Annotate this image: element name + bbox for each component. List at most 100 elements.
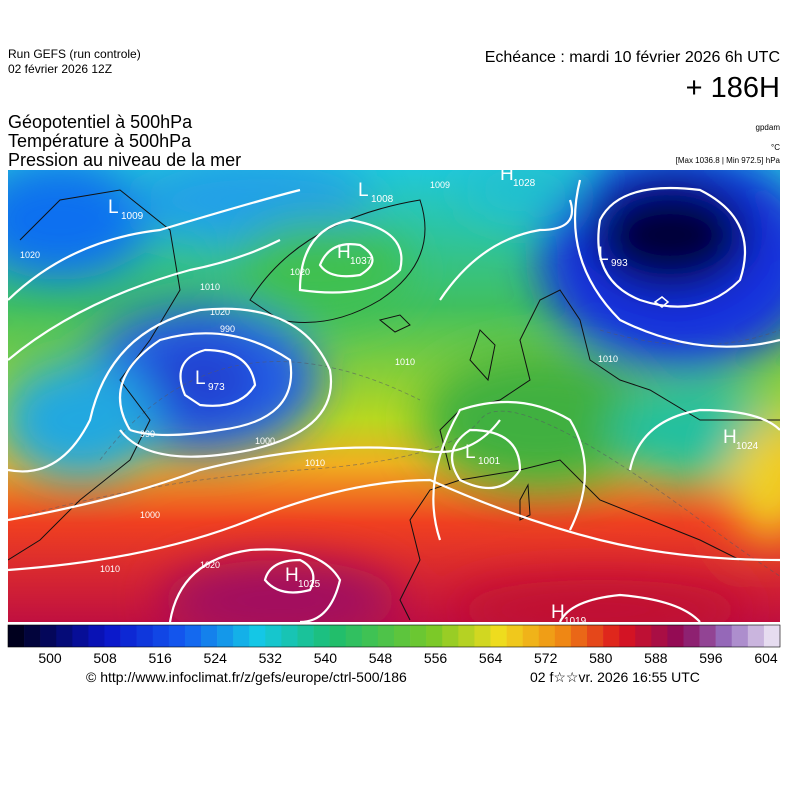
run-date: 02 février 2026 12Z [8,62,112,76]
scale-label: 548 [369,650,393,666]
swatch [667,625,684,647]
swatch [442,625,459,647]
scale-label: 516 [148,650,172,666]
pressure-value: 1037 [350,256,373,267]
pressure-value: 1028 [513,178,536,189]
pressure-center: H [723,427,737,448]
pressure-value: 1001 [478,456,501,467]
swatch [265,625,282,647]
scale-label: 556 [424,650,448,666]
title: Géopotentiel à 500hPa [8,112,193,132]
isobar-label: 1010 [598,354,618,364]
scale-label: 572 [534,650,558,666]
swatch [8,625,25,647]
swatch [345,625,363,647]
scale-label: 604 [754,650,778,666]
pressure-center: H [285,565,299,586]
isobar-label: 1000 [140,510,160,520]
isobar-label: 1020 [20,250,40,260]
pressure-center: L [358,180,369,201]
swatch [474,625,491,647]
isobar-label: 1020 [290,267,310,277]
pressure-value: 1019 [564,616,587,627]
map [8,170,780,622]
pressure-center: L [465,442,476,463]
swatch [297,625,314,647]
isobar-label: 1010 [200,282,220,292]
swatch [152,625,170,647]
swatch [72,625,89,647]
swatch [281,625,298,647]
pressure-center: L [598,244,609,265]
swatch [635,625,652,647]
pressure-value: 1025 [298,579,321,590]
swatch [619,625,636,647]
scale-label: 580 [589,650,613,666]
swatch [587,625,604,647]
swatch [538,625,556,647]
isobar-label: 1020 [210,307,230,317]
pressure-value: 973 [208,382,225,393]
scale-label: 564 [479,650,503,666]
timestamp: 02 f☆☆vr. 2026 16:55 UTC [530,669,700,685]
run: Run GEFS (run controle) [8,47,141,61]
swatch [731,625,749,647]
swatch [136,625,154,647]
swatch [201,625,218,647]
title: Température à 500hPa [8,131,192,151]
isobar-label: 1009 [430,180,450,190]
pressure-value: 1008 [371,194,394,205]
unit: [Max 1036.8 | Min 972.5] hPa [676,156,781,165]
swatch [249,625,266,647]
scale-label: 596 [699,650,723,666]
unit: °C [771,143,780,152]
swatch [715,625,733,647]
pressure-center: H [337,242,351,263]
swatch [490,625,507,647]
swatch [426,625,443,647]
swatch [377,625,395,647]
pressure-value: 993 [611,258,628,269]
swatch [120,625,137,647]
scale-label: 532 [259,650,283,666]
swatch [554,625,572,647]
swatch [506,625,523,647]
swatch [56,625,73,647]
swatch [410,625,427,647]
isobar-label: 1020 [200,560,220,570]
scale-frame [7,624,781,648]
lead-time: + 186H [686,72,780,104]
source-url: © http://www.infoclimat.fr/z/gefs/europe… [86,669,407,685]
scale-label: 508 [93,650,117,666]
pressure-center: H [551,602,565,623]
scale-label: 588 [644,650,668,666]
swatch [168,625,186,647]
isobar-label: 1000 [255,436,275,446]
swatch [184,625,202,647]
isobar-label: 990 [220,324,235,334]
isobar-label: 1010 [100,564,120,574]
pressure-value: 1009 [121,211,144,222]
pressure-value: 1024 [736,441,759,452]
isobar-label: 1010 [305,458,325,468]
swatch [361,625,379,647]
pressure-center: H [500,164,514,185]
unit: gpdam [756,123,781,132]
swatch [24,625,41,647]
pressure-center: L [195,368,206,389]
swatch [570,625,588,647]
swatch [88,625,105,647]
swatch [747,625,765,647]
swatch [458,625,475,647]
swatch [313,625,330,647]
swatch [603,625,620,647]
swatch [763,625,781,647]
swatch [40,625,57,647]
swatch [329,625,347,647]
title: Pression au niveau de la mer [8,150,241,170]
swatch [683,625,700,647]
scale-label: 540 [314,650,338,666]
scale-label: 524 [204,650,228,666]
swatch [394,625,411,647]
